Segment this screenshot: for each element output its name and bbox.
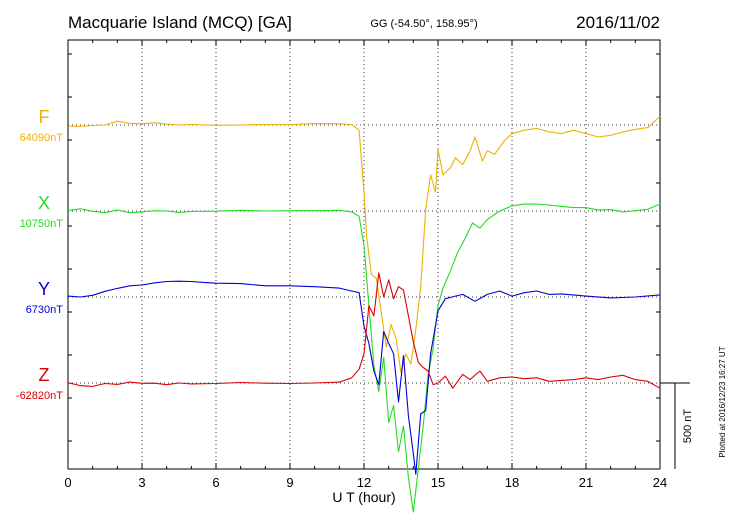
x-tick-label: 18: [505, 475, 519, 490]
chart-date: 2016/11/02: [576, 13, 660, 32]
x-tick-label: 0: [64, 475, 71, 490]
series-layer: [67, 115, 661, 513]
x-tick-label: 21: [579, 475, 593, 490]
x-tick-label: 3: [138, 475, 145, 490]
x-tick-label: 24: [653, 475, 667, 490]
x-tick-label: 9: [286, 475, 293, 490]
chart-title: Macquarie Island (MCQ) [GA]: [68, 13, 292, 32]
series-name-y: Y: [38, 279, 50, 299]
grid-lines: [68, 40, 660, 469]
series-line-f: [67, 115, 661, 374]
series-line-x: [67, 203, 661, 513]
series-baseline-label-y: 6730nT: [26, 304, 64, 316]
series-line-z: [67, 272, 661, 389]
station-coordinates: GG (-54.50°, 158.95°): [370, 18, 477, 30]
x-tick-label: 15: [431, 475, 445, 490]
series-labels: F 64090nT X 10750nT Y 6730nT Z -62820nT: [16, 107, 63, 402]
series-line-y: [67, 280, 661, 475]
x-axis-label: U T (hour): [332, 489, 395, 505]
x-tick-label: 12: [357, 475, 371, 490]
series-baseline-label-x: 10750nT: [20, 218, 64, 230]
x-axis-ticks: 0 3 6 9 12 15 18 21 24: [64, 40, 667, 490]
x-tick-label: 6: [212, 475, 219, 490]
scale-bar-label: 500 nT: [682, 409, 694, 444]
plotted-timestamp: Plotted at 2016/12/23 16:27 UT: [718, 346, 727, 457]
series-name-z: Z: [39, 365, 50, 385]
series-name-x: X: [38, 193, 50, 213]
series-name-f: F: [39, 107, 50, 127]
series-baseline-label-f: 64090nT: [20, 132, 64, 144]
series-baseline-label-z: -62820nT: [16, 390, 63, 402]
